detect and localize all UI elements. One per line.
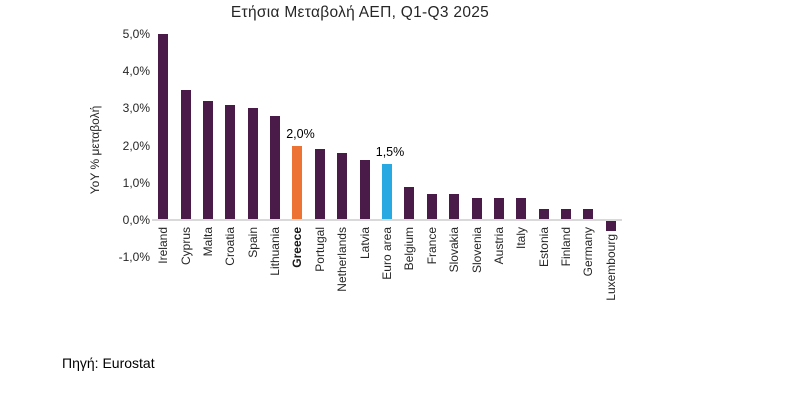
- bar-italy: [516, 197, 527, 220]
- bar-cyprus: [180, 89, 191, 220]
- category-label: Portugal: [312, 227, 327, 272]
- category-label: Latvia: [357, 227, 372, 260]
- y-tick-label: 4,0%: [122, 64, 150, 79]
- x-axis-line: [152, 219, 622, 221]
- category-label: Malta: [200, 227, 215, 257]
- category-label: Slovenia: [469, 227, 484, 274]
- category-label: Slovakia: [447, 227, 462, 273]
- y-tick-label: -1,0%: [118, 250, 150, 265]
- category-label: Italy: [514, 227, 529, 250]
- bar-portugal: [314, 149, 325, 220]
- y-tick-label: 0,0%: [122, 213, 150, 227]
- category-label: Euro area: [380, 227, 394, 280]
- bar-euro-area: [382, 164, 392, 220]
- category-label: Austria: [491, 227, 506, 265]
- category-label: Greece: [290, 227, 305, 268]
- y-tick-label: 1,0%: [122, 175, 150, 190]
- bar-austria: [493, 197, 504, 220]
- category-label: Luxembourg: [603, 234, 618, 301]
- category-label: Netherlands: [335, 227, 350, 292]
- data-label: 1,5%: [375, 145, 405, 160]
- category-label: Ireland: [156, 227, 171, 264]
- bar-malta: [202, 100, 213, 220]
- category-label: Belgium: [402, 227, 417, 271]
- category-label: Finland: [559, 227, 574, 267]
- category-label: Lithuania: [268, 227, 283, 276]
- category-label: Estonia: [536, 227, 551, 268]
- chart-title: Ετήσια Μεταβολή ΑΕΠ, Q1-Q3 2025: [230, 4, 490, 21]
- bar-slovenia: [471, 197, 482, 220]
- y-tick-label: 2,0%: [122, 138, 150, 153]
- bar-ireland: [158, 34, 169, 220]
- bar-luxembourg: [605, 220, 616, 232]
- bar-germany: [583, 208, 594, 220]
- y-tick-label: 3,0%: [122, 101, 150, 116]
- bar-spain: [247, 108, 258, 220]
- data-label: 2,0%: [286, 126, 315, 141]
- category-label: Germany: [581, 227, 596, 277]
- bar-finland: [561, 208, 572, 220]
- bar-latvia: [359, 160, 370, 220]
- y-tick-label: 5,0%: [122, 27, 150, 41]
- bar-belgium: [404, 186, 415, 220]
- bar-france: [426, 193, 437, 220]
- category-label: France: [424, 227, 439, 265]
- bar-netherlands: [337, 153, 348, 220]
- category-label: Spain: [245, 227, 260, 258]
- bar-slovakia: [449, 193, 460, 220]
- bar-estonia: [538, 208, 549, 220]
- category-label: Croatia: [223, 227, 238, 266]
- bar-lithuania: [270, 115, 281, 220]
- source-note: Πηγή: Eurostat: [62, 355, 155, 371]
- category-label: Cyprus: [178, 227, 193, 266]
- bar-greece: [292, 145, 303, 220]
- bar-croatia: [225, 104, 236, 220]
